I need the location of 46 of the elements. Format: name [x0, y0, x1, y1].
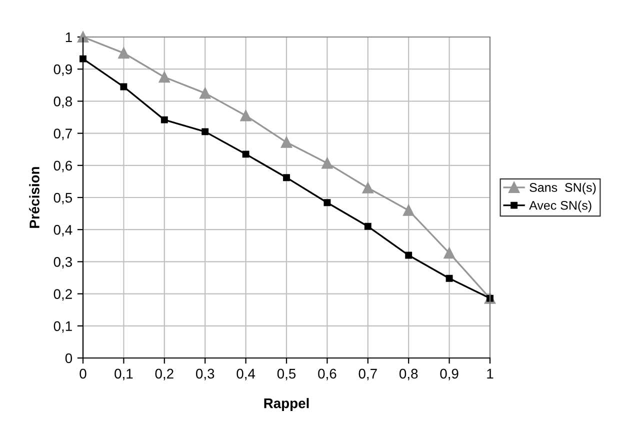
- point: [118, 47, 130, 59]
- x-tick-label: 0,7: [358, 368, 377, 380]
- point: [403, 204, 414, 216]
- point: [158, 72, 170, 83]
- x-tick-label: 0,6: [318, 368, 336, 380]
- point: [362, 182, 374, 194]
- point: [324, 199, 331, 206]
- point: [202, 128, 209, 136]
- point: [80, 55, 86, 62]
- point: [77, 31, 89, 43]
- x-axis-title: Rappel: [264, 398, 309, 411]
- point: [200, 88, 211, 99]
- y-axis-title: Précision: [29, 167, 40, 228]
- x-tick-label: 0: [80, 368, 86, 379]
- x-tick-label: 0,2: [155, 368, 174, 380]
- y-tick-label: 0,7: [54, 128, 72, 140]
- y-tick-label: 0,3: [54, 257, 72, 269]
- point: [444, 247, 455, 259]
- point: [240, 110, 252, 122]
- point: [405, 252, 412, 259]
- y-tick-label: 0,5: [54, 192, 72, 204]
- y-tick-label: 1: [66, 32, 72, 42]
- y-tick-label: 0,6: [54, 160, 72, 172]
- y-tick-label: 0,8: [54, 96, 72, 108]
- y-tick-label: 0,9: [54, 64, 72, 76]
- x-tick-label: 0,5: [277, 368, 296, 380]
- legend-label: Sans SN(s): [530, 182, 596, 194]
- x-tick-label: 0,8: [399, 368, 418, 380]
- point: [283, 174, 290, 182]
- x-tick-label: 0,3: [196, 368, 214, 380]
- y-tick-label: 0: [65, 353, 72, 364]
- x-tick-label: 1: [487, 368, 494, 378]
- point: [242, 150, 250, 158]
- x-tick-label: 0,1: [114, 368, 133, 380]
- legend-label: Avec SN(s): [529, 200, 592, 212]
- point: [364, 222, 372, 230]
- y-tick-label: 0,4: [54, 224, 72, 236]
- point: [160, 116, 168, 124]
- y-tick-label: 0,2: [54, 289, 72, 301]
- point: [120, 83, 128, 90]
- point: [446, 274, 453, 282]
- x-tick-label: 0,4: [236, 368, 256, 380]
- point: [322, 158, 333, 169]
- y-tick-label: 0,1: [54, 321, 72, 333]
- point: [280, 136, 292, 148]
- x-tick-label: 0,9: [440, 368, 458, 380]
